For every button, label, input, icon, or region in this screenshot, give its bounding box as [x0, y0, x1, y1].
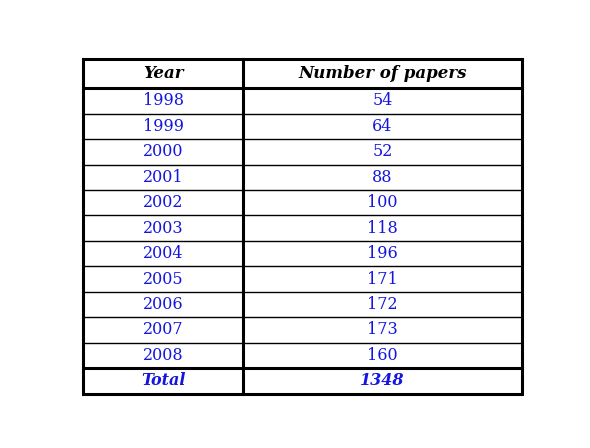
Text: 2002: 2002	[143, 194, 183, 211]
Text: 171: 171	[367, 271, 398, 288]
Text: 1999: 1999	[143, 118, 183, 135]
Text: 2007: 2007	[143, 321, 183, 338]
Text: 64: 64	[372, 118, 393, 135]
Text: 118: 118	[367, 220, 398, 237]
Text: 160: 160	[367, 347, 398, 364]
Text: Year: Year	[143, 65, 183, 82]
Text: 1998: 1998	[143, 92, 183, 109]
Text: 172: 172	[367, 296, 398, 313]
Text: 196: 196	[367, 245, 398, 262]
Text: 2001: 2001	[143, 169, 183, 186]
Text: 88: 88	[372, 169, 393, 186]
Text: 2006: 2006	[143, 296, 183, 313]
Text: 2003: 2003	[143, 220, 183, 237]
Text: 54: 54	[372, 92, 393, 109]
Text: 1348: 1348	[360, 372, 405, 389]
Text: 100: 100	[367, 194, 398, 211]
Text: 2000: 2000	[143, 143, 183, 160]
Text: 2008: 2008	[143, 347, 183, 364]
Text: Number of papers: Number of papers	[298, 65, 467, 82]
Text: 173: 173	[367, 321, 398, 338]
Text: 2005: 2005	[143, 271, 183, 288]
Text: Total: Total	[141, 372, 185, 389]
Text: 2004: 2004	[143, 245, 183, 262]
Text: 52: 52	[372, 143, 393, 160]
